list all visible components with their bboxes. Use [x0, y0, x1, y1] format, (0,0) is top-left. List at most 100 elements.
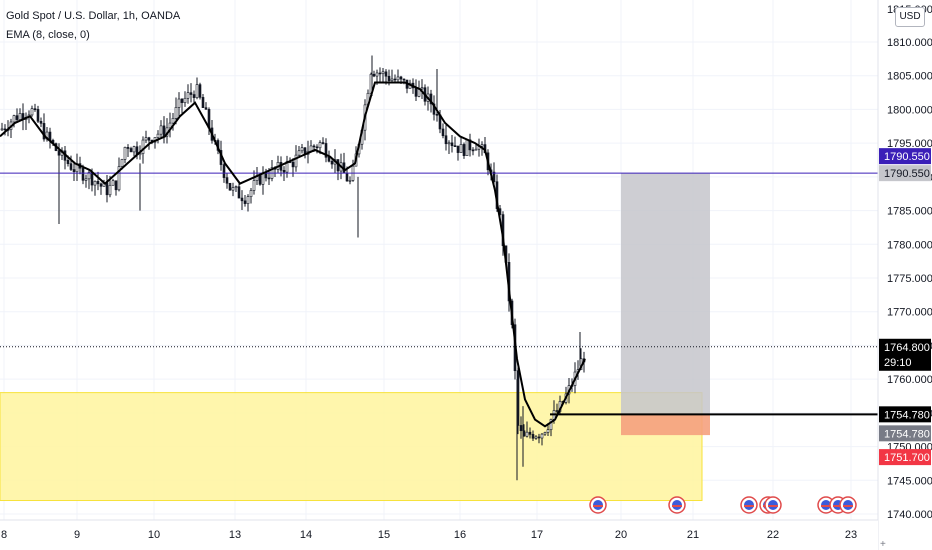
candle-body [201, 97, 205, 108]
price-tick-label: 1805.000 [887, 71, 932, 83]
candle-body [441, 128, 445, 137]
position-loss-zone [621, 414, 710, 436]
candle-body [18, 113, 22, 120]
candle-body [453, 145, 457, 147]
candle-body [282, 170, 286, 173]
candle-body [555, 410, 559, 412]
target-price-tag: 1790.550 [884, 168, 930, 180]
candle-body [123, 147, 127, 160]
candle-body [420, 87, 424, 90]
stop-price-tag: 1751.700 [884, 452, 930, 464]
entry-line-price-tag-bg [879, 406, 931, 423]
us-flag-event-icon[interactable] [817, 496, 835, 514]
candle-body [57, 150, 61, 156]
candle-body [300, 147, 304, 152]
event-flag-stripe [744, 505, 754, 507]
event-flag-stripe [672, 505, 682, 507]
candle-body [234, 186, 238, 188]
candle-body [480, 144, 484, 147]
candle-body [168, 122, 172, 129]
candle-body [327, 157, 331, 162]
candle-body [375, 72, 379, 77]
candle-body [471, 149, 475, 152]
entry-price-tag: 1754.780 [884, 428, 930, 440]
us-flag-event-icon[interactable] [740, 496, 758, 514]
demand-zone-layer [0, 173, 710, 502]
candle-body [462, 144, 466, 156]
candle-body [459, 144, 463, 153]
candle-body [120, 159, 124, 167]
price-tick-label: 1760.000 [887, 374, 932, 386]
candle-body [225, 177, 229, 184]
event-markers[interactable] [589, 496, 857, 514]
candle-body [321, 142, 325, 144]
candle-body [492, 171, 496, 183]
time-axis[interactable]: 8 9 10 13 14 15 16 17 20 21 22 23 [0, 519, 878, 550]
candle-body [348, 180, 352, 182]
time-tick-label: 8 [1, 529, 7, 541]
time-tick-label: 16 [454, 529, 466, 541]
candle-body [15, 115, 19, 120]
candle-body [30, 108, 34, 116]
position-profit-zone [621, 173, 710, 415]
price-tick-label: 1775.000 [887, 273, 932, 285]
price-axis[interactable]: 1740.0001745.0001750.0001755.0001760.000… [877, 0, 932, 550]
countdown-tag: 29:10 [884, 357, 912, 369]
time-tick-label: 23 [845, 529, 857, 541]
add-button[interactable]: + [880, 539, 886, 550]
ema-line [0, 81, 586, 428]
current-price-tag-bg [879, 338, 931, 371]
price-tick-label: 1780.000 [887, 239, 932, 251]
currency-button[interactable]: USD [895, 7, 925, 27]
horizontal-line-price-tag: 1790.550 [884, 151, 930, 163]
indicator-legend[interactable]: EMA (8, close, 0) [6, 29, 90, 41]
candle-body [534, 436, 538, 439]
price-tick-label: 1785.000 [887, 206, 932, 218]
current-price-tag: 1764.800 [884, 342, 930, 354]
candle-body [318, 142, 322, 149]
candle-body [393, 78, 397, 81]
candle-body [402, 78, 406, 81]
candle-body [315, 146, 319, 149]
candle-body [249, 190, 253, 197]
candle-body [537, 436, 541, 439]
candle-body [540, 433, 544, 439]
candle-body [465, 139, 469, 156]
candle-body [84, 178, 88, 181]
time-tick-label: 21 [687, 529, 699, 541]
candle-body [531, 434, 535, 439]
entry-price-tag-bg [879, 425, 931, 442]
candle-body [240, 197, 244, 202]
candle-body [345, 172, 349, 182]
candle-body [36, 109, 40, 122]
event-flag-stripe [821, 505, 831, 507]
candle-body [39, 121, 43, 124]
us-flag-event-icon[interactable] [764, 496, 782, 514]
candle-body [90, 172, 94, 186]
candle-body [144, 137, 148, 141]
candle-body [312, 145, 316, 148]
us-flag-event-icon[interactable] [589, 496, 607, 514]
candle-body [324, 143, 328, 158]
candle-body [543, 432, 547, 435]
chart-title[interactable]: Gold Spot / U.S. Dollar, 1h, OANDA [6, 10, 181, 22]
candle-body [99, 183, 103, 187]
candle-body [294, 154, 298, 168]
candle-body [156, 133, 160, 138]
entry-line-price-tag: 1754.780 [884, 409, 930, 421]
candle-body [450, 142, 454, 146]
horizontal-line-price-tag-bg [879, 148, 931, 165]
us-flag-event-icon[interactable] [668, 496, 686, 514]
candle-body [243, 200, 247, 204]
us-flag-event-icon[interactable] [839, 496, 857, 514]
candle-body [186, 92, 190, 99]
candle-body [474, 148, 478, 151]
time-tick-label: 13 [229, 529, 241, 541]
candle-body [381, 71, 385, 74]
candle-body [0, 128, 4, 131]
candle-body [129, 148, 133, 153]
candle-body [66, 159, 70, 164]
candle-body [444, 135, 448, 145]
time-tick-label: 14 [300, 529, 312, 541]
